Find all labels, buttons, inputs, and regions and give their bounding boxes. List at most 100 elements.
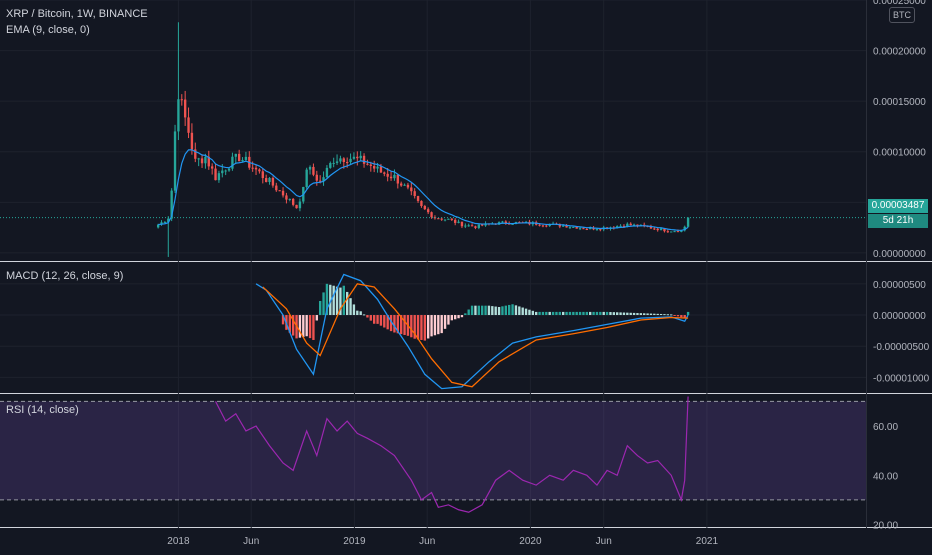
price-candles bbox=[0, 22, 866, 257]
candle-down bbox=[508, 223, 511, 225]
macd-histogram-bar bbox=[318, 300, 322, 316]
macd-histogram-bar bbox=[636, 313, 639, 316]
macd-histogram-bar bbox=[521, 307, 524, 316]
candle-down bbox=[406, 184, 410, 188]
macd-histogram-bar bbox=[352, 304, 356, 316]
macd-histogram-bar bbox=[366, 315, 369, 318]
macd-histogram-bar bbox=[322, 292, 325, 316]
candle-down bbox=[599, 229, 602, 231]
macd-histogram-bar bbox=[474, 305, 477, 316]
rsi-tick-label: 40.00 bbox=[873, 471, 898, 482]
candle-up bbox=[173, 131, 177, 191]
macd-histogram-bar bbox=[410, 315, 413, 338]
macd-histogram-bar bbox=[616, 312, 619, 316]
macd-histogram-bar bbox=[308, 315, 312, 339]
candle-down bbox=[413, 191, 416, 197]
macd-histogram-bar bbox=[643, 313, 646, 316]
macd-histogram-bar bbox=[403, 315, 406, 335]
macd-histogram-bar bbox=[535, 311, 538, 316]
macd-histogram-bar bbox=[528, 309, 531, 316]
candle-up bbox=[241, 159, 244, 162]
macd-histogram-bar bbox=[673, 315, 676, 317]
candle-down bbox=[312, 166, 315, 175]
candle-up bbox=[197, 158, 200, 160]
macd-histogram-bar bbox=[518, 306, 521, 316]
macd-histogram-bar bbox=[291, 315, 295, 336]
candle-down bbox=[470, 225, 474, 227]
macd-histogram-bar bbox=[605, 311, 609, 316]
candle-up bbox=[616, 226, 619, 228]
candle-up bbox=[619, 225, 622, 227]
candle-up bbox=[170, 190, 173, 219]
candle-up bbox=[217, 173, 221, 181]
candle-down bbox=[251, 167, 254, 169]
candle-down bbox=[663, 228, 666, 232]
macd-histogram-bar bbox=[457, 315, 460, 319]
macd-histogram-bar bbox=[572, 311, 575, 316]
x-tick-label: 2020 bbox=[519, 536, 542, 547]
macd-histogram-bar bbox=[568, 311, 572, 316]
candle-down bbox=[474, 226, 477, 228]
macd-histogram-bar bbox=[649, 313, 653, 316]
macd-histogram-bar bbox=[470, 305, 474, 316]
candle-up bbox=[204, 156, 207, 164]
candle-down bbox=[237, 153, 241, 162]
macd-histogram-bar bbox=[653, 313, 656, 316]
candle-up bbox=[305, 169, 308, 187]
candle-up bbox=[595, 229, 599, 231]
macd-histogram-bar bbox=[379, 315, 383, 326]
candle-up bbox=[568, 227, 572, 229]
candle-down bbox=[433, 217, 437, 219]
macd-histogram-bar bbox=[659, 313, 663, 316]
macd-histogram-bar bbox=[440, 315, 443, 334]
x-tick-label: 2019 bbox=[343, 536, 366, 547]
macd-histogram-bar bbox=[639, 313, 643, 316]
candle-up bbox=[467, 225, 470, 227]
candle-down bbox=[649, 226, 653, 229]
rsi-line bbox=[215, 396, 689, 513]
price-tick-label: 0.00015000 bbox=[873, 97, 926, 108]
macd-histogram-bar bbox=[437, 315, 440, 335]
candle-up bbox=[163, 222, 167, 224]
rsi-line bbox=[0, 396, 866, 513]
macd-histogram-bar bbox=[663, 314, 666, 316]
candle-up bbox=[339, 158, 342, 162]
macd-histogram-bar bbox=[609, 312, 612, 316]
candle-up bbox=[359, 155, 362, 159]
candle-down bbox=[481, 224, 484, 226]
candle-up bbox=[268, 177, 271, 182]
macd-histogram-bar bbox=[619, 312, 622, 316]
macd-histogram-bar bbox=[632, 312, 636, 316]
candle-down bbox=[379, 166, 383, 173]
candle-down bbox=[582, 228, 585, 230]
candle-down bbox=[400, 183, 403, 186]
candle-down bbox=[575, 226, 578, 229]
candle-down bbox=[261, 171, 264, 179]
candle-down bbox=[653, 228, 656, 230]
candle-up bbox=[443, 219, 447, 221]
candle-up bbox=[335, 161, 339, 163]
candle-down bbox=[194, 149, 197, 159]
candle-down bbox=[207, 156, 210, 167]
currency-badge[interactable]: BTC bbox=[889, 7, 915, 23]
candle-down bbox=[541, 225, 545, 227]
macd-histogram-bar bbox=[362, 314, 366, 316]
macd-histogram-bar bbox=[281, 315, 285, 325]
candle-up bbox=[403, 184, 406, 186]
candle-up bbox=[332, 162, 335, 164]
candle-down bbox=[190, 132, 194, 150]
candle-down bbox=[275, 185, 278, 191]
candle-down bbox=[629, 223, 632, 226]
last-price-tag: 0.00003487 bbox=[868, 199, 928, 213]
candle-up bbox=[234, 153, 237, 157]
countdown-tag: 5d 21h bbox=[868, 214, 928, 228]
candle-down bbox=[345, 162, 349, 164]
macd-histogram-bar bbox=[602, 311, 605, 316]
candle-down bbox=[410, 187, 413, 192]
macd-histogram-bar bbox=[420, 315, 423, 340]
candle-up bbox=[376, 166, 379, 169]
macd-histogram-bar bbox=[454, 315, 457, 320]
candle-up bbox=[589, 227, 592, 230]
